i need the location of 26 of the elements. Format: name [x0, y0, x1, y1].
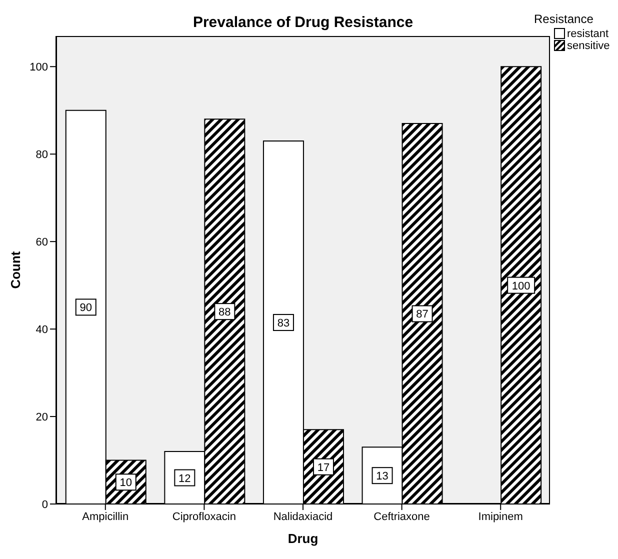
data-label: 17 [317, 462, 330, 474]
x-axis-title: Drug [286, 531, 320, 546]
data-label: 10 [120, 477, 132, 490]
y-tick-label: 0 [42, 498, 48, 511]
y-tick-label: 80 [36, 149, 48, 161]
text: sensitive [567, 40, 610, 52]
y-tick-label: 60 [36, 236, 48, 248]
y-tick-label: 20 [36, 411, 48, 424]
data-label: 90 [80, 302, 92, 314]
y-tick-label: 40 [36, 324, 48, 336]
legend-label: resistant [567, 28, 609, 40]
chart-title: Prevalance of Drug Resistance [192, 14, 414, 31]
data-label: 13 [376, 470, 388, 483]
data-label: 83 [277, 317, 290, 330]
data-label: 12 [178, 472, 191, 485]
x-tick-label: Ceftriaxone [374, 510, 430, 523]
data-label: 88 [218, 306, 231, 319]
x-tick-label: Ciprofloxacin [172, 510, 236, 523]
y-axis-title: Count [8, 251, 24, 289]
x-tick-label: Nalidaxiacid [273, 510, 333, 523]
data-label: 87 [416, 308, 428, 321]
data-label: 100 [512, 280, 530, 292]
x-tick-label: Ampicillin [82, 510, 129, 523]
y-tick-label: 100 [30, 62, 48, 74]
x-tick-label: Imipinem [478, 510, 523, 523]
legend-title: Resistance [534, 12, 594, 26]
